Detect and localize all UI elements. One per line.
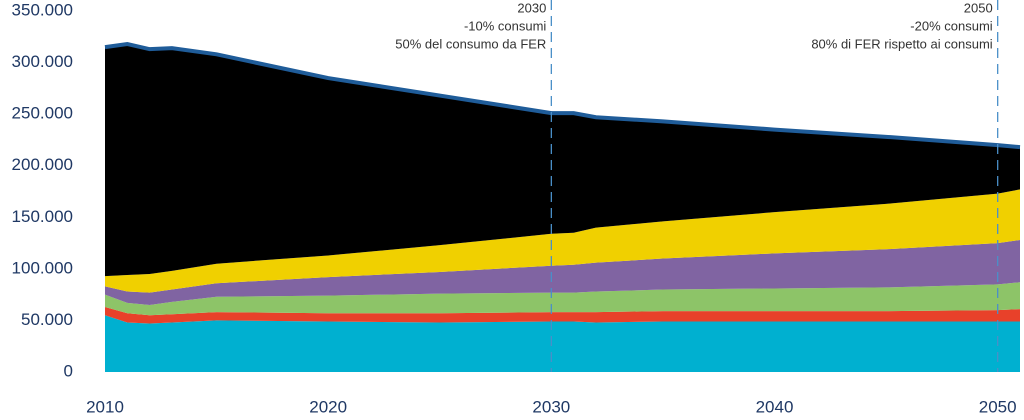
annotation-text: -20% consumi [910, 18, 992, 33]
annotation-text: 50% del consumo da FER [395, 36, 546, 51]
x-tick-label: 2030 [532, 397, 570, 416]
annotation-text: 2030 [517, 0, 546, 15]
area [105, 44, 1020, 277]
area [105, 282, 1020, 316]
x-tick-label: 2010 [86, 397, 124, 416]
y-tick-label: 0 [64, 361, 73, 380]
annotation-text: -10% consumi [464, 18, 546, 33]
y-tick-label: 350.000 [12, 0, 73, 19]
y-tick-label: 200.000 [12, 155, 73, 174]
area [105, 189, 1020, 293]
y-tick-label: 250.000 [12, 104, 73, 123]
y-tick-label: 150.000 [12, 207, 73, 226]
annotation-text: 2050 [964, 0, 993, 15]
y-tick-label: 50.000 [21, 310, 73, 329]
area [105, 307, 1020, 324]
annotation-text: 80% di FER rispetto ai consumi [811, 36, 992, 51]
x-tick-label: 2020 [309, 397, 347, 416]
y-tick-label: 100.000 [12, 258, 73, 277]
y-tick-label: 300.000 [12, 52, 73, 71]
x-tick-label: 2050 [979, 397, 1017, 416]
area [105, 239, 1020, 305]
area [105, 315, 1020, 372]
x-tick-label: 2040 [756, 397, 794, 416]
